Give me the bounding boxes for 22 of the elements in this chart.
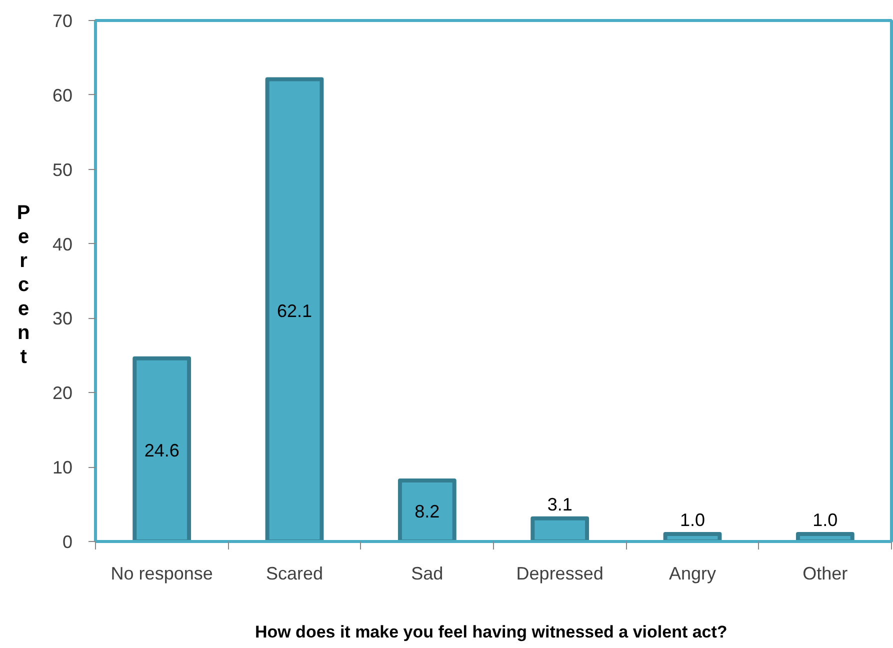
y-tick-label: 10 — [52, 458, 73, 478]
x-tick-label: Other — [802, 564, 848, 584]
x-tick-label: Sad — [411, 564, 444, 584]
data-label: 62.1 — [276, 300, 312, 321]
y-tick-label: 30 — [52, 308, 73, 329]
data-label: 1.0 — [680, 510, 706, 530]
x-tick-label: Angry — [668, 564, 716, 584]
y-tick-label: 40 — [52, 234, 73, 254]
x-axis-title: How does it make you feel having witnessed a violent act? — [254, 622, 728, 642]
data-label: 8.2 — [414, 501, 440, 522]
y-tick-label: 70 — [52, 11, 73, 31]
x-tick-label: No response — [110, 564, 213, 584]
data-label: 24.6 — [144, 440, 180, 460]
y-tick-label: 60 — [52, 85, 73, 106]
data-label: 3.1 — [547, 494, 572, 514]
y-tick-label: 50 — [52, 160, 73, 180]
y-tick-label: 0 — [62, 532, 73, 552]
y-tick-label: 20 — [52, 383, 73, 404]
data-label: 1.0 — [812, 510, 838, 530]
x-tick-label: Scared — [266, 564, 324, 584]
y-axis-title: Percent — [12, 202, 36, 370]
x-tick-label: Depressed — [516, 564, 604, 584]
